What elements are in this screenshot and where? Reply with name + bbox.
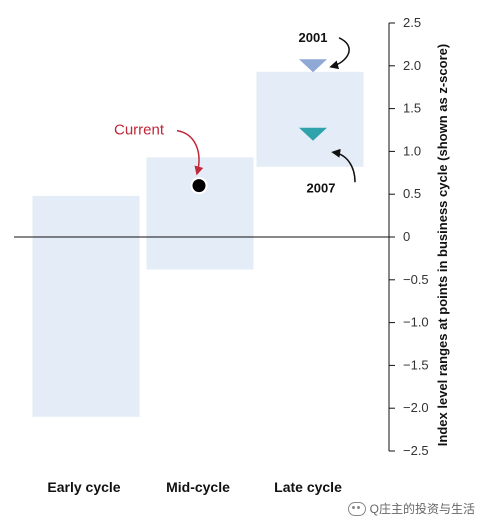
y-tick-label: −2.0 <box>403 400 429 415</box>
annotation-2007: 2007 <box>307 180 336 195</box>
range-bar-late-cycle <box>256 71 364 167</box>
y-tick-label: 0 <box>403 229 410 244</box>
marker-current <box>190 177 208 195</box>
y-tick-label: 2.0 <box>403 58 421 73</box>
watermark-text: Q庄主的投资与生活 <box>369 502 475 516</box>
annotation-2007-arrow <box>331 148 356 183</box>
category-label: Early cycle <box>47 479 120 495</box>
watermark: Q庄主的投资与生活 <box>347 500 475 517</box>
annotation-current: Current <box>114 122 165 139</box>
annotation-2001: 2001 <box>299 30 328 45</box>
y-tick-label: 1.5 <box>403 101 421 116</box>
marker-2001 <box>299 59 327 73</box>
category-label: Mid-cycle <box>166 479 230 495</box>
y-axis-title: Index level ranges at points in business… <box>435 44 450 446</box>
wechat-icon <box>347 501 366 516</box>
y-tick-label: −1.5 <box>403 357 429 372</box>
annotation-2001-arrow <box>329 37 350 70</box>
marker-2007 <box>299 127 327 141</box>
y-tick-label: 2.5 <box>403 15 421 30</box>
y-tick-label: −0.5 <box>403 272 429 287</box>
y-tick-label: −2.5 <box>403 443 429 458</box>
annotation-current-arrow <box>176 129 204 176</box>
category-label: Late cycle <box>274 479 342 495</box>
range-bar-early-cycle <box>32 195 140 417</box>
y-tick-label: 0.5 <box>403 186 421 201</box>
range-bar-mid-cycle <box>146 157 254 270</box>
y-tick-label: −1.0 <box>403 315 429 330</box>
y-tick-label: 1.0 <box>403 143 421 158</box>
